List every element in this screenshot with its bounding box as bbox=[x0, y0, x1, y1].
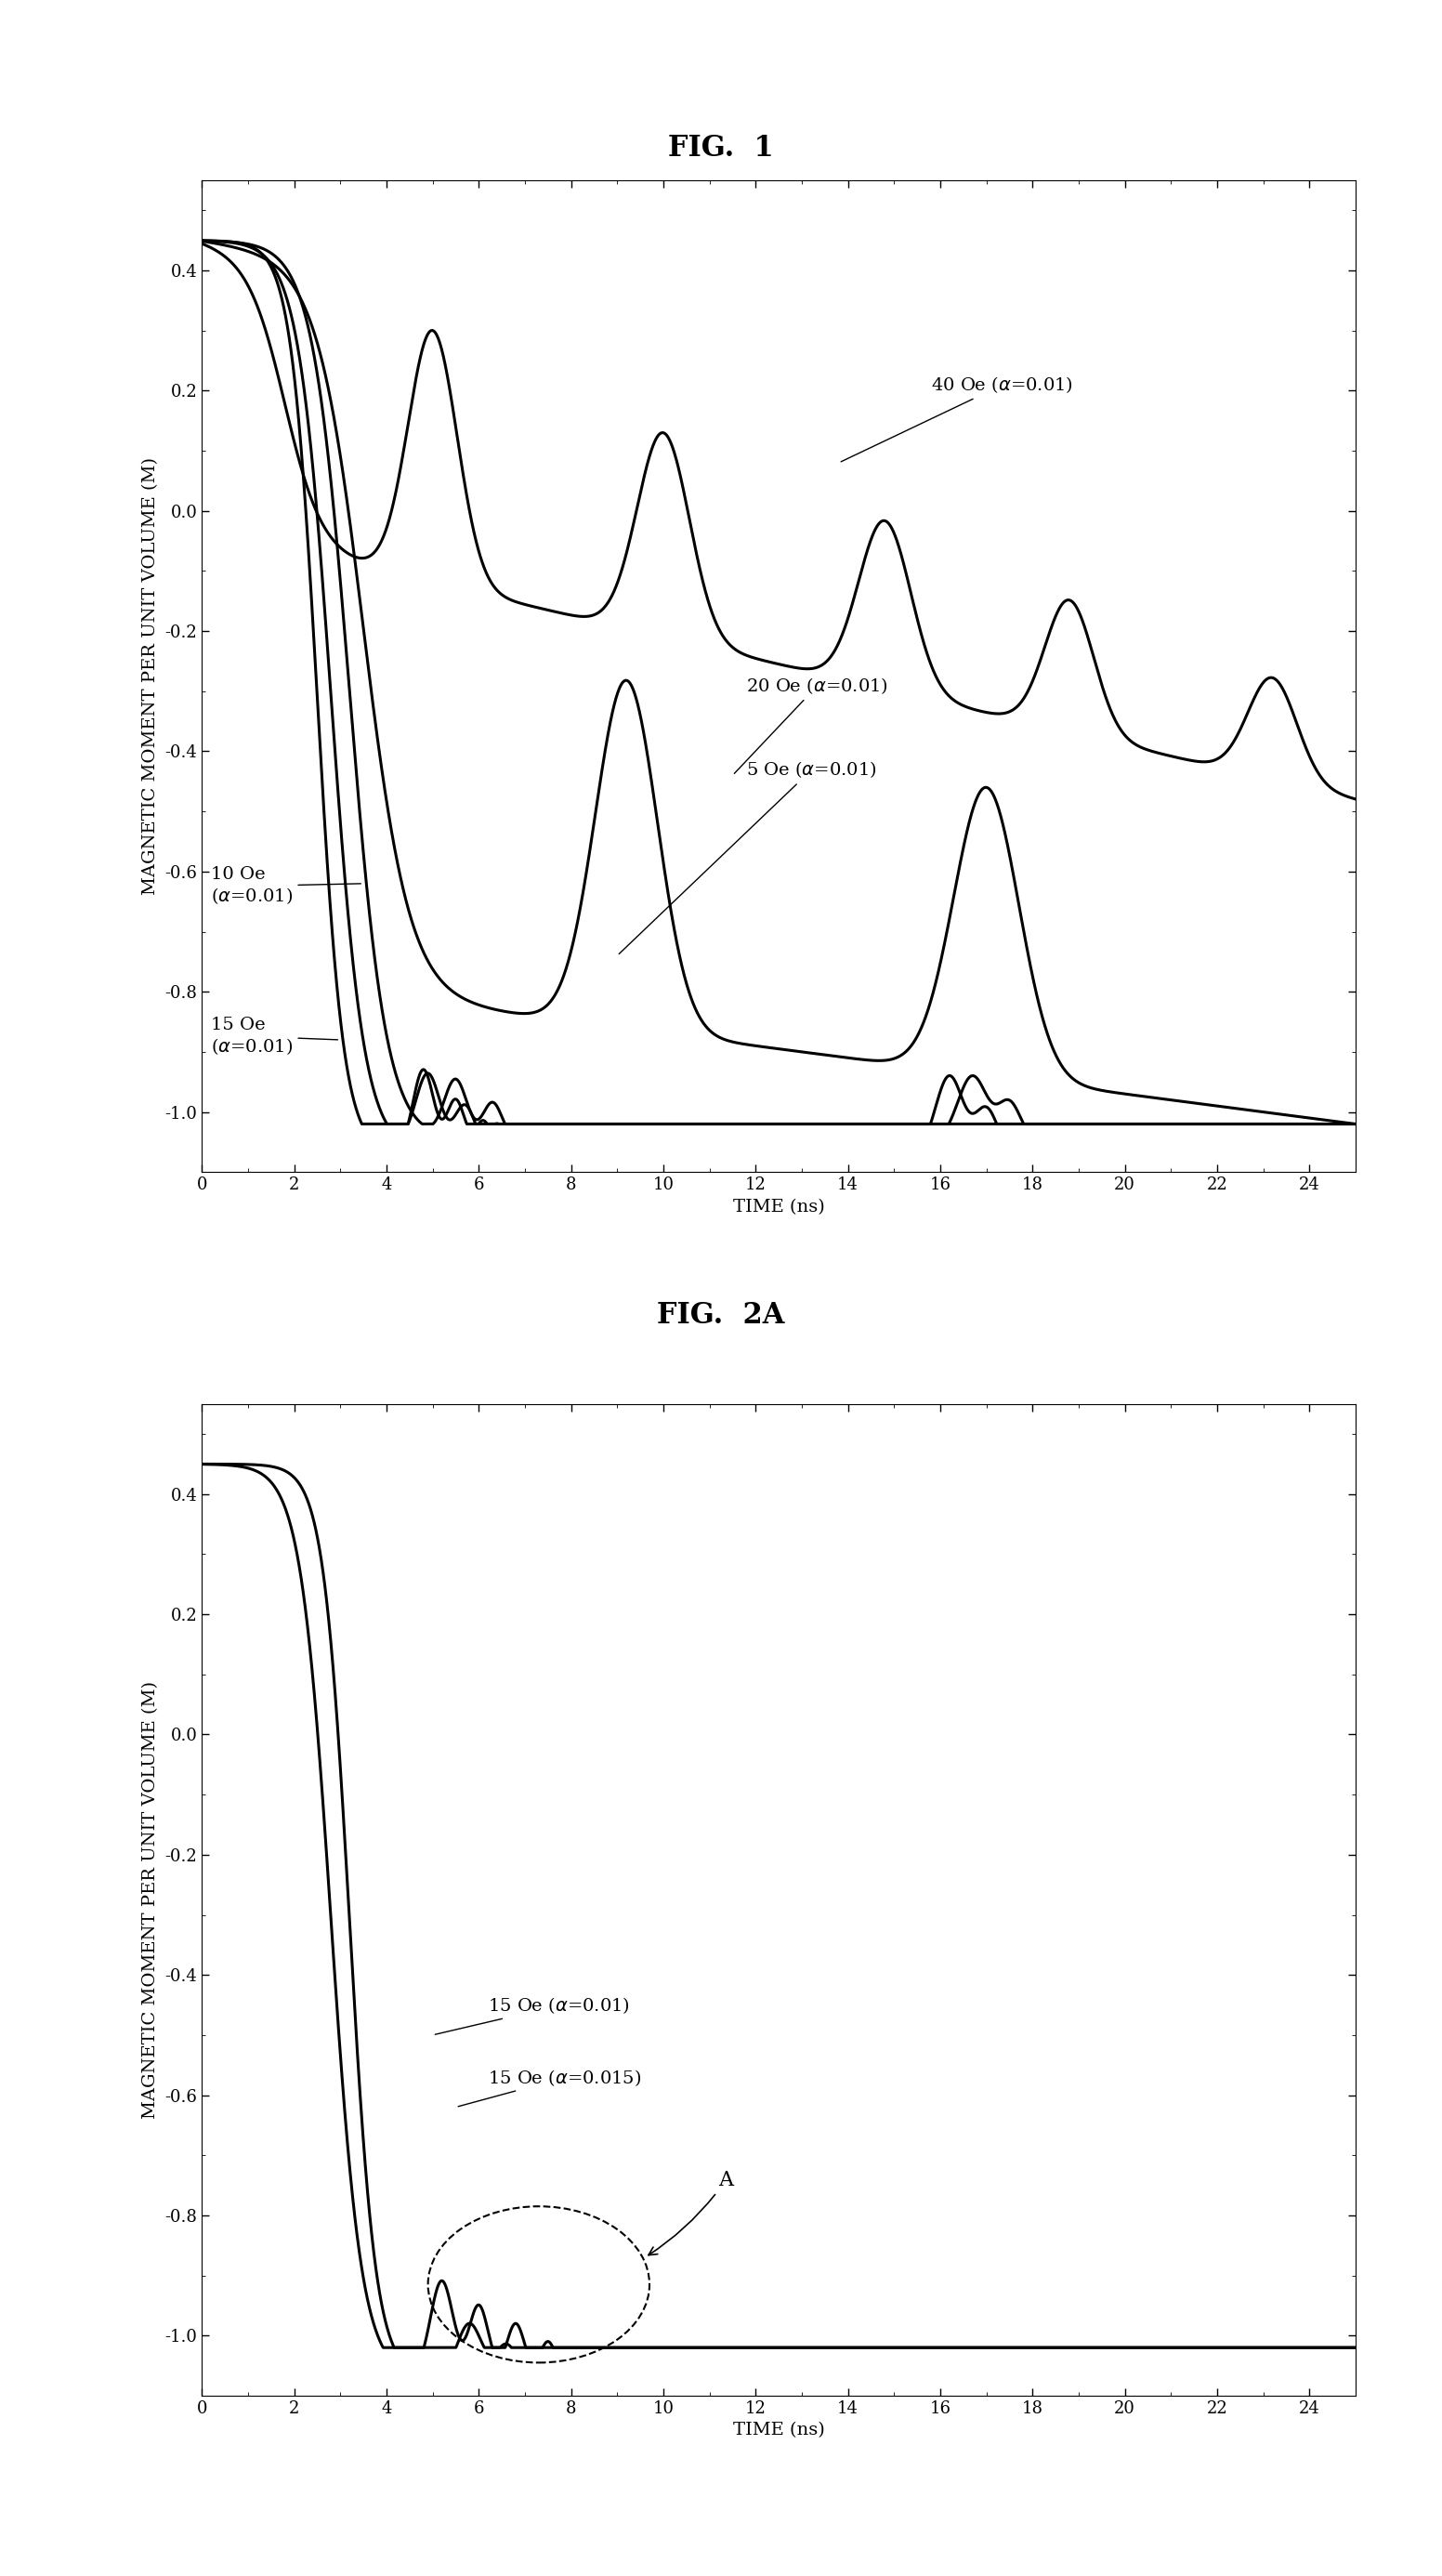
Y-axis label: MAGNETIC MOMENT PER UNIT VOLUME (M): MAGNETIC MOMENT PER UNIT VOLUME (M) bbox=[141, 1682, 159, 2117]
Text: 5 Oe ($\alpha$=0.01): 5 Oe ($\alpha$=0.01) bbox=[619, 760, 877, 953]
Text: FIG.  2A: FIG. 2A bbox=[658, 1301, 784, 1329]
X-axis label: TIME (ns): TIME (ns) bbox=[733, 2421, 825, 2439]
X-axis label: TIME (ns): TIME (ns) bbox=[733, 1198, 825, 1216]
Y-axis label: MAGNETIC MOMENT PER UNIT VOLUME (M): MAGNETIC MOMENT PER UNIT VOLUME (M) bbox=[141, 459, 159, 894]
Text: A: A bbox=[649, 2169, 734, 2254]
Text: FIG.  1: FIG. 1 bbox=[668, 134, 774, 162]
Text: 15 Oe
($\alpha$=0.01): 15 Oe ($\alpha$=0.01) bbox=[211, 1018, 337, 1056]
Text: 20 Oe ($\alpha$=0.01): 20 Oe ($\alpha$=0.01) bbox=[734, 675, 888, 773]
Text: 40 Oe ($\alpha$=0.01): 40 Oe ($\alpha$=0.01) bbox=[841, 376, 1073, 461]
Text: 15 Oe ($\alpha$=0.015): 15 Oe ($\alpha$=0.015) bbox=[459, 2069, 642, 2107]
Text: 15 Oe ($\alpha$=0.01): 15 Oe ($\alpha$=0.01) bbox=[435, 1996, 630, 2035]
Text: 10 Oe
($\alpha$=0.01): 10 Oe ($\alpha$=0.01) bbox=[211, 866, 360, 907]
